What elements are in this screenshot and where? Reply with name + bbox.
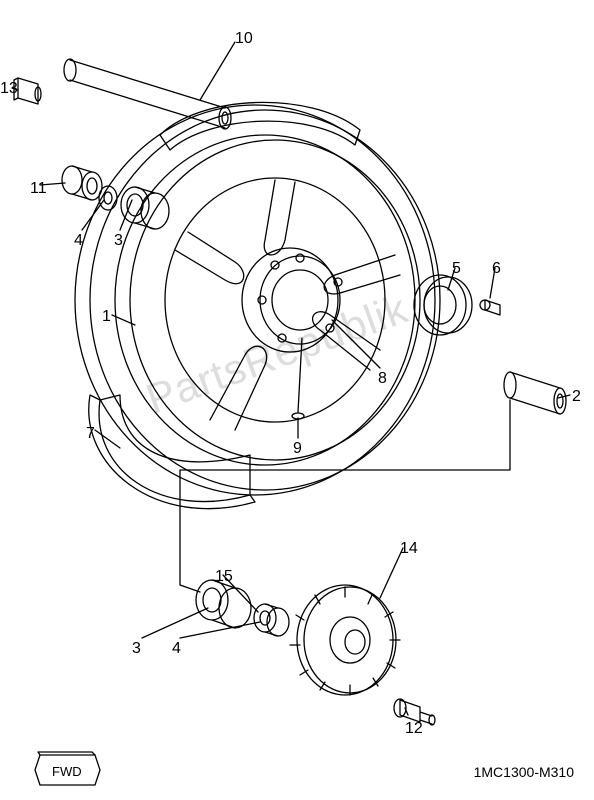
callout-5: 5 — [452, 260, 461, 278]
diagram-svg: FWD — [0, 0, 594, 800]
callout-14: 14 — [400, 540, 418, 558]
callout-3b: 3 — [132, 640, 141, 658]
callout-4: 4 — [74, 232, 83, 250]
callout-13: 13 — [0, 80, 18, 98]
callout-8: 8 — [378, 370, 387, 388]
callout-10: 10 — [235, 30, 253, 48]
callout-12: 12 — [405, 720, 423, 738]
callout-3: 3 — [114, 232, 123, 250]
callout-4b: 4 — [172, 640, 181, 658]
callout-15: 15 — [215, 568, 233, 586]
callout-7: 7 — [86, 425, 95, 443]
callout-2: 2 — [572, 388, 581, 406]
callout-1: 1 — [102, 308, 111, 326]
callout-11: 11 — [30, 180, 47, 198]
callout-9: 9 — [293, 440, 302, 458]
part-code: 1MC1300-M310 — [474, 764, 574, 780]
fwd-badge-text: FWD — [52, 764, 82, 779]
callout-6: 6 — [492, 260, 501, 278]
